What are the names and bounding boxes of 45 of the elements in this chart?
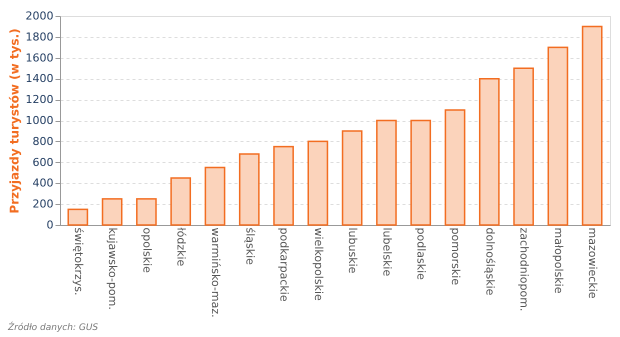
x-tick-label: dolnośląskie xyxy=(483,228,496,296)
y-tick-label: 0 xyxy=(46,218,54,232)
x-tick-label: podlaskie xyxy=(414,228,428,280)
y-tick-label: 1400 xyxy=(26,72,54,86)
y-tick-label: 800 xyxy=(32,134,54,148)
bar xyxy=(170,177,192,226)
y-tick-label: 200 xyxy=(32,198,54,211)
x-tick-label: śląskie xyxy=(243,228,256,266)
y-tick-label: 1200 xyxy=(26,93,54,106)
x-tick-label: opolskie xyxy=(140,228,154,274)
bar xyxy=(273,146,294,226)
bar xyxy=(376,120,397,226)
x-tick-label: pomorskie xyxy=(449,228,462,286)
bar xyxy=(102,198,122,226)
x-tick-label: warmińsko-maz. xyxy=(208,228,222,318)
y-axis-title: Przyjazdy turystów (w tys.) xyxy=(8,28,22,214)
bar xyxy=(308,140,328,226)
x-tick-label: lubelskie xyxy=(380,228,394,276)
x-tick-label: wielkopolskie xyxy=(312,228,325,302)
bar xyxy=(582,26,603,226)
bar xyxy=(513,68,534,226)
bar xyxy=(67,208,88,226)
x-tick-label: świętokrzys. xyxy=(72,228,85,296)
y-tick-label: 1000 xyxy=(26,114,54,127)
bar xyxy=(410,120,432,226)
x-tick-label: małopolskie xyxy=(552,228,565,294)
x-tick-label: podkarpackie xyxy=(278,228,291,302)
bar xyxy=(548,46,568,226)
bar xyxy=(444,109,466,226)
x-tick-label: mazowieckie xyxy=(586,228,600,299)
text: Źródło danych: GUS xyxy=(7,321,98,334)
x-tick-label: łódzkie xyxy=(174,228,188,267)
bar xyxy=(204,166,226,226)
y-tick-label: 600 xyxy=(32,156,54,169)
y-tick-label: 1800 xyxy=(26,30,54,44)
y-tick-label: 400 xyxy=(32,176,54,190)
bar xyxy=(136,198,157,226)
x-tick-label: kujawsko-pom. xyxy=(106,228,120,310)
bar xyxy=(478,78,500,226)
x-tick-label: zachodniopom. xyxy=(518,228,531,312)
bar xyxy=(238,153,260,226)
y-tick-label: 2000 xyxy=(26,10,54,22)
x-tick-label: lubuskie xyxy=(346,228,360,274)
y-tick-label: 1600 xyxy=(26,51,54,64)
bar xyxy=(342,130,362,226)
